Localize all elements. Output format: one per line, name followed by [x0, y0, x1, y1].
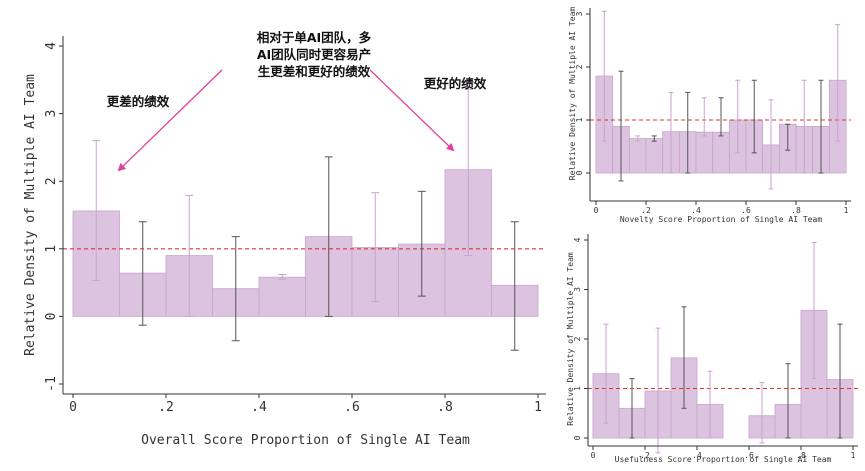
x-tick-label: .4 [692, 451, 702, 460]
y-tick-label: 0 [44, 312, 59, 320]
error-bar [601, 10, 607, 142]
error-bar [185, 194, 194, 317]
error-bar [324, 156, 333, 317]
y-tick-label: 2 [575, 64, 584, 69]
y-tick-label: 1 [573, 386, 582, 391]
error-bar [837, 323, 843, 439]
error-bar [685, 91, 691, 174]
error-bar [371, 192, 380, 303]
error-bar [92, 140, 101, 282]
error-bar [629, 378, 635, 439]
y-tick-label: 1 [44, 245, 59, 253]
x-tick-label: .8 [791, 206, 801, 215]
error-bar [655, 327, 661, 454]
error-bar [768, 99, 774, 190]
x-axis-label: Overall Score Proportion of Single AI Te… [141, 433, 470, 448]
annotation-top-line: 相对于单AI团队，多 [257, 30, 372, 45]
y-axis-label: Relative Density of Multiple AI Team [568, 7, 577, 181]
y-tick-label: 4 [44, 42, 59, 50]
x-tick-label: .6 [744, 451, 754, 460]
x-tick-label: 0 [594, 206, 599, 215]
error-bar [464, 88, 473, 257]
x-tick-label: 1 [534, 400, 542, 415]
x-tick-label: .6 [344, 400, 360, 415]
x-tick-label: .8 [437, 400, 453, 415]
bar [629, 138, 647, 174]
error-bar [835, 24, 841, 142]
arrow-to-worse [117, 69, 223, 172]
error-bar [759, 382, 765, 444]
overall-score-chart: -1 0 1 2 3 4 0 .2 .4 .6 .8 1 Overall Score Proportio… [23, 30, 546, 448]
error-bar [278, 273, 287, 280]
x-tick-label: .6 [741, 206, 751, 215]
x-tick-label: 0 [69, 400, 77, 415]
error-bar [603, 323, 609, 424]
error-bar [681, 306, 687, 409]
y-tick-label: 0 [575, 170, 584, 175]
x-tick-label: .4 [691, 206, 701, 215]
error-bar [231, 236, 240, 342]
annotation-worse: 更差的绩效 [107, 94, 170, 109]
x-tick-label: 1 [844, 206, 849, 215]
x-axis-label: Usefulness Score Proportion of Single AI… [615, 455, 832, 464]
y-tick-label: 2 [44, 177, 59, 185]
annotation-top-line: AI团队同时更容易产 [257, 47, 371, 62]
error-bar [811, 241, 817, 380]
y-tick-label: 0 [573, 435, 582, 440]
x-tick-label: .2 [641, 206, 651, 215]
error-bar [138, 221, 147, 326]
error-bar [707, 370, 713, 439]
error-bar [668, 91, 674, 174]
error-bar [510, 221, 519, 351]
error-bar [635, 135, 641, 142]
error-bar [618, 70, 624, 182]
y-tick-label: 3 [573, 287, 582, 292]
error-bar [417, 190, 426, 297]
error-bar [751, 79, 757, 154]
error-bars [603, 241, 843, 454]
error-bars [92, 88, 519, 351]
chart-svg: 0 1 2 3 4 0 .2 .4 .6 .8 1 Usefulness Score Proporti… [566, 234, 858, 464]
error-bar [735, 79, 741, 154]
bar [645, 138, 663, 174]
error-bar [801, 79, 807, 174]
y-axis-label: Relative Density of Multiple AI Team [566, 252, 575, 426]
chart-svg: 0 1 2 3 0 .2 .4 .6 .8 1 Novelty Score Proportion o… [568, 7, 851, 224]
bar [258, 276, 306, 317]
y-tick-label: 2 [573, 336, 582, 341]
annotation-better: 更好的绩效 [424, 76, 487, 91]
x-tick-label: 1 [851, 451, 856, 460]
arrow-to-better [369, 69, 455, 152]
chart-svg: -1 0 1 2 3 4 0 .2 .4 .6 .8 1 Overall Score Proportio… [23, 30, 546, 448]
x-tick-label: .4 [251, 400, 267, 415]
bar [695, 131, 713, 174]
error-bar [651, 135, 657, 142]
error-bar [718, 97, 724, 137]
error-bar [818, 79, 824, 174]
bar [712, 131, 730, 174]
error-bar [785, 123, 791, 151]
x-tick-label: 0 [591, 451, 596, 460]
x-tick-label: .2 [158, 400, 174, 415]
x-tick-label: .2 [640, 451, 650, 460]
error-bar [785, 363, 791, 439]
error-bar [701, 97, 707, 137]
y-tick-label: 4 [573, 237, 582, 242]
error-bars [601, 10, 841, 190]
x-axis-label: Novelty Score Proportion of Single AI Te… [620, 215, 822, 224]
y-axis-label: Relative Density of Multiple AI Team [23, 74, 38, 356]
usefulness-score-chart: 0 1 2 3 4 0 .2 .4 .6 .8 1 Usefulness Score Proporti… [563, 230, 865, 471]
novelty-score-chart: 0 1 2 3 0 .2 .4 .6 .8 1 Novelty Score Proportion o… [563, 0, 865, 228]
annotation-top-line: 生更差和更好的绩效 [258, 64, 371, 79]
y-tick-label: 3 [44, 110, 59, 118]
y-tick-label: -1 [44, 376, 59, 392]
y-tick-label: 1 [575, 117, 584, 122]
y-tick-label: 3 [575, 11, 584, 16]
x-tick-label: .8 [796, 451, 806, 460]
